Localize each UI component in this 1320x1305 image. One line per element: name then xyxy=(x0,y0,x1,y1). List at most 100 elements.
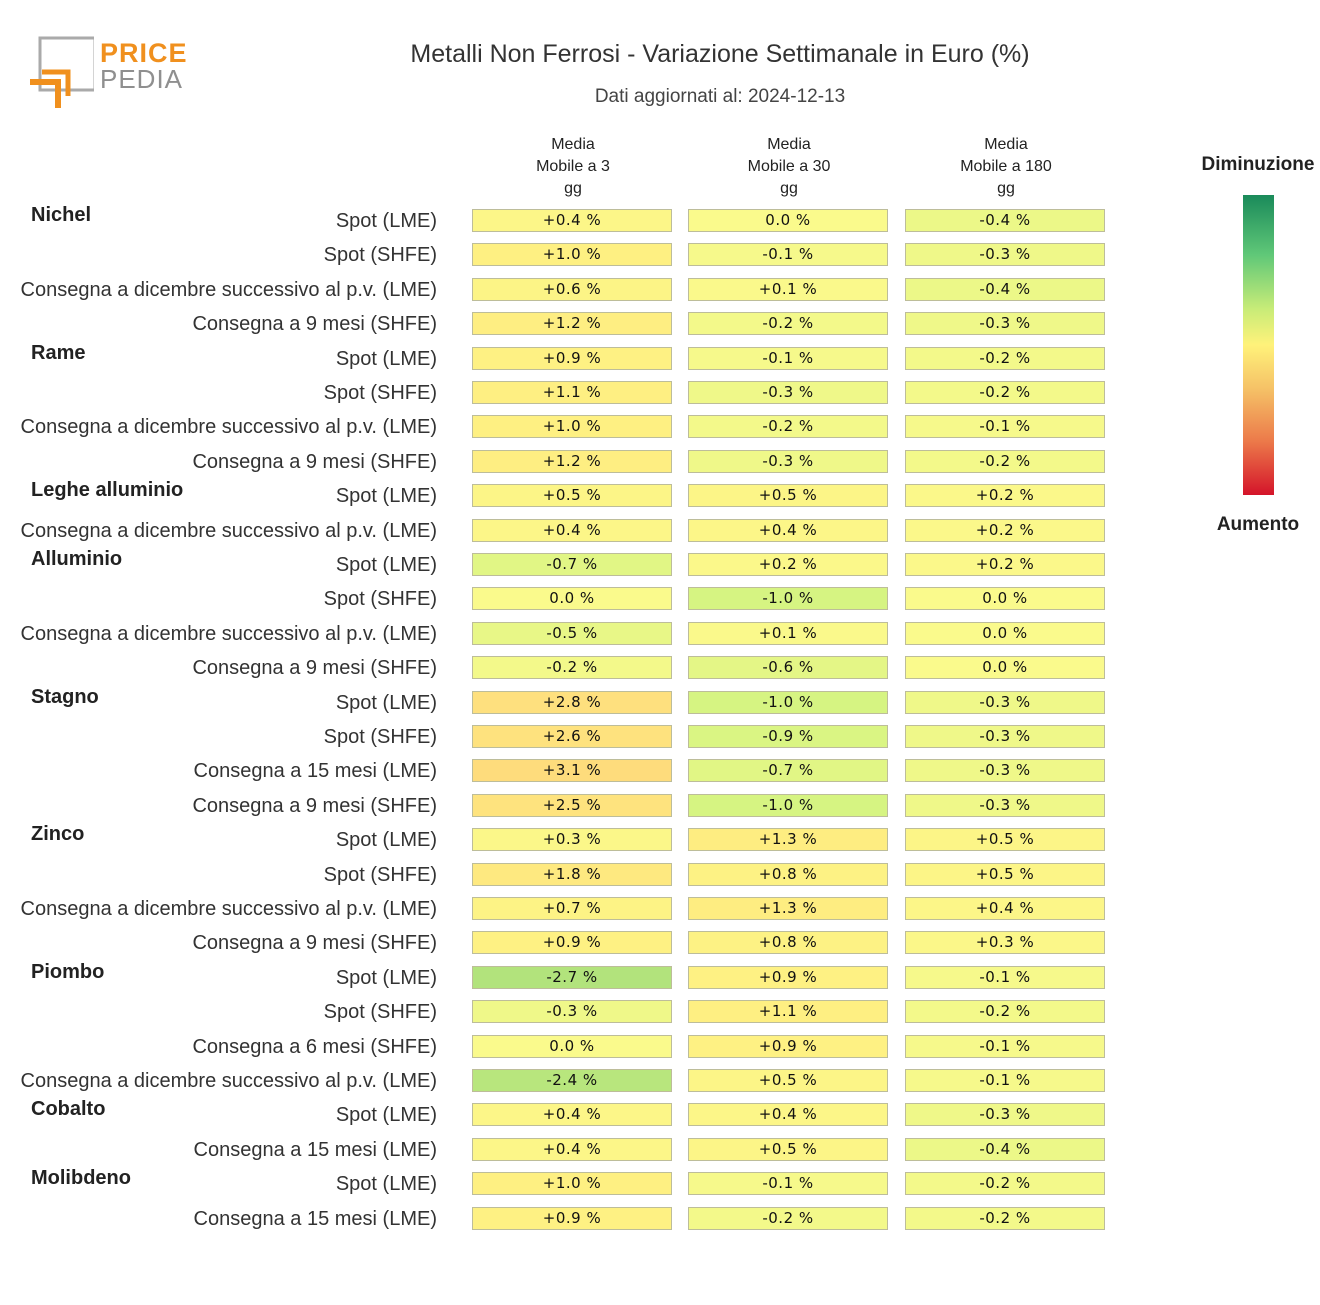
row-label: Spot (SHFE) xyxy=(323,863,437,886)
metal-group-label: Cobalto xyxy=(31,1098,106,1121)
row-label: Spot (SHFE) xyxy=(323,1001,437,1024)
heatmap-cell: -0.2 % xyxy=(688,312,888,336)
heatmap-cell: +1.3 % xyxy=(688,828,888,852)
metal-group-label: Molibdeno xyxy=(31,1167,131,1190)
row-label: Consegna a 9 mesi (SHFE) xyxy=(192,313,437,336)
heatmap-cell: -0.1 % xyxy=(688,243,888,267)
metal-group-label: Nichel xyxy=(31,204,92,226)
heatmap-cell: +1.0 % xyxy=(472,415,672,439)
heatmap-cell: -0.2 % xyxy=(688,1206,888,1230)
row-label: Spot (LME) xyxy=(335,1173,437,1196)
heatmap-cell: +0.2 % xyxy=(905,484,1105,508)
heatmap-cell: -0.3 % xyxy=(905,312,1105,336)
row-label: Spot (LME) xyxy=(335,1104,437,1127)
heatmap-cell: -0.3 % xyxy=(905,690,1105,714)
heatmap-cell: +0.5 % xyxy=(688,1069,888,1092)
heatmap-cell: +2.8 % xyxy=(472,690,672,714)
column-header-3: Media Mobile a 180 gg xyxy=(905,134,1107,200)
heatmap-cell: +0.4 % xyxy=(688,518,888,542)
heatmap-cell: -0.3 % xyxy=(688,449,888,473)
heatmap-cell: -0.1 % xyxy=(905,1069,1105,1092)
row-label: Consegna a 6 mesi (SHFE) xyxy=(192,1035,437,1058)
heatmap-cell: -0.6 % xyxy=(688,656,888,680)
heatmap-cell: -0.2 % xyxy=(905,449,1105,473)
heatmap-cell: +0.4 % xyxy=(472,1137,672,1161)
metal-group-label: Stagno xyxy=(31,685,99,708)
row-label: Spot (SHFE) xyxy=(323,382,437,404)
heatmap-cell: -0.7 % xyxy=(688,759,888,783)
heatmap-cell: +1.2 % xyxy=(472,312,672,336)
heatmap-cell: -0.2 % xyxy=(905,1172,1105,1196)
heatmap-cell: -0.9 % xyxy=(688,725,888,748)
row-label: Consegna a 15 mesi (LME) xyxy=(193,760,437,783)
heatmap-cell: -0.2 % xyxy=(905,1000,1105,1024)
column-header-2: Media Mobile a 30 gg xyxy=(688,134,890,200)
heatmap-cell: +3.1 % xyxy=(472,759,672,783)
heatmap-cell: +1.8 % xyxy=(472,862,672,886)
heatmap-cell: +0.4 % xyxy=(905,897,1105,920)
heatmap-cell: +0.8 % xyxy=(688,862,888,886)
heatmap-cell: 0.0 % xyxy=(905,656,1105,680)
heatmap-cell: -0.2 % xyxy=(905,381,1105,404)
metal-group-label: Rame xyxy=(31,341,86,364)
heatmap-cell: +1.1 % xyxy=(472,381,672,404)
heatmap-cell: -2.4 % xyxy=(472,1069,672,1092)
logo-text-price: PRICE xyxy=(100,38,188,68)
heatmap-cell: +0.9 % xyxy=(688,965,888,989)
heatmap-cell: 0.0 % xyxy=(688,209,888,232)
heatmap-cell: -0.3 % xyxy=(688,381,888,404)
heatmap-cell: -1.0 % xyxy=(688,793,888,817)
heatmap-cell: -0.4 % xyxy=(905,1137,1105,1161)
heatmap-cell: +1.1 % xyxy=(688,1000,888,1024)
metal-group-label: Piombo xyxy=(31,960,105,983)
heatmap-cell: -0.3 % xyxy=(905,759,1105,783)
heatmap-cell: +0.3 % xyxy=(472,828,672,852)
row-label: Consegna a dicembre successivo al p.v. (… xyxy=(20,1070,437,1092)
row-label: Consegna a dicembre successivo al p.v. (… xyxy=(20,416,437,439)
row-label: Consegna a 9 mesi (SHFE) xyxy=(192,794,437,817)
metal-group-label: Alluminio xyxy=(31,548,123,570)
heatmap-cell: -1.0 % xyxy=(688,587,888,611)
heatmap-cell: -0.3 % xyxy=(905,793,1105,817)
heatmap-cell: -0.4 % xyxy=(905,277,1105,301)
heatmap-cell: +0.5 % xyxy=(688,1137,888,1161)
column-header-line: Media xyxy=(551,136,595,153)
column-header-line: Mobile a 180 xyxy=(960,158,1052,175)
heatmap-cell: -0.3 % xyxy=(905,1103,1105,1127)
row-label: Consegna a 9 mesi (SHFE) xyxy=(192,450,437,473)
heatmap-cell: -0.2 % xyxy=(905,1206,1105,1230)
heatmap-cell: -0.4 % xyxy=(905,209,1105,232)
heatmap-cell: +2.6 % xyxy=(472,725,672,748)
heatmap-cell: -0.3 % xyxy=(905,243,1105,267)
chart-title: Metalli Non Ferrosi - Variazione Settima… xyxy=(410,40,1030,68)
heatmap-cell: +0.7 % xyxy=(472,897,672,920)
column-header-1: Media Mobile a 3 gg xyxy=(472,134,674,200)
heatmap-cell: -0.3 % xyxy=(472,1000,672,1024)
chart-subtitle: Dati aggiornati al: 2024-12-13 xyxy=(594,86,846,107)
heatmap-cell: 0.0 % xyxy=(472,1034,672,1058)
row-label: Consegna a dicembre successivo al p.v. (… xyxy=(20,278,437,301)
heatmap-cell: -0.5 % xyxy=(472,621,672,645)
metal-group-label: Zinco xyxy=(31,823,85,846)
heatmap-cell: +0.4 % xyxy=(472,518,672,542)
heatmap-cell: +1.0 % xyxy=(472,243,672,267)
row-label: Spot (LME) xyxy=(335,347,437,370)
legend-color-bar xyxy=(1243,195,1274,495)
heatmap-cell: -1.0 % xyxy=(688,690,888,714)
row-label: Consegna a dicembre successivo al p.v. (… xyxy=(20,519,437,542)
heatmap-cell: +0.9 % xyxy=(472,931,672,955)
column-header-line: Media xyxy=(984,136,1028,153)
heatmap-cell: +0.5 % xyxy=(905,862,1105,886)
row-label: Spot (SHFE) xyxy=(323,588,437,611)
heatmap-cell: -0.2 % xyxy=(905,346,1105,370)
column-header-line: Mobile a 3 xyxy=(536,158,610,175)
heatmap-cell: +0.2 % xyxy=(905,518,1105,542)
logo-text-pedia: PEDIA xyxy=(100,64,184,94)
row-label: Consegna a 9 mesi (SHFE) xyxy=(192,932,437,955)
pricepedia-logo xyxy=(30,36,100,108)
row-label: Consegna a 9 mesi (SHFE) xyxy=(192,657,437,680)
row-label: Consegna a 15 mesi (LME) xyxy=(193,1138,437,1161)
row-label: Spot (LME) xyxy=(335,691,437,714)
row-label: Spot (LME) xyxy=(335,210,437,232)
row-label: Consegna a dicembre successivo al p.v. (… xyxy=(20,898,437,920)
